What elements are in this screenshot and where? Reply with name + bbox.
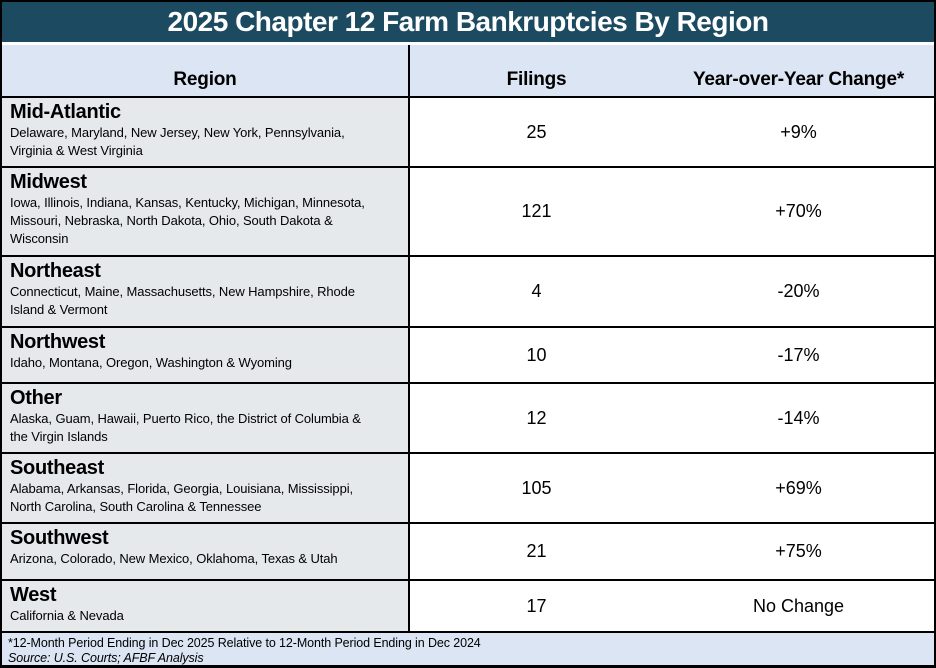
filings-value: 12 [526,407,547,428]
column-header-filings: Filings [506,69,567,90]
filings-value: 17 [526,595,547,616]
change-cell: No Change [663,581,934,631]
region-states: Alaska, Guam, Hawaii, Puerto Rico, the D… [10,411,361,444]
change-cell: -17% [663,328,934,382]
region-cell: Southwest Arizona, Colorado, New Mexico,… [2,524,410,579]
filings-value: 10 [526,344,547,365]
table-row: Mid-Atlantic Delaware, Maryland, New Jer… [2,98,934,168]
table-row: Other Alaska, Guam, Hawaii, Puerto Rico,… [2,384,934,454]
table-row: Midwest Iowa, Illinois, Indiana, Kansas,… [2,168,934,257]
change-value: +75% [775,541,822,561]
change-value: -14% [777,407,820,428]
change-cell: -20% [663,257,934,326]
change-cell: +75% [663,524,934,579]
region-cell: Northwest Idaho, Montana, Oregon, Washin… [2,328,410,382]
filings-value: 21 [526,541,547,561]
change-value: -20% [777,281,820,301]
table-row: Southeast Alabama, Arkansas, Florida, Ge… [2,454,934,524]
region-name: West [10,584,57,606]
region-states: Idaho, Montana, Oregon, Washington & Wyo… [10,355,292,370]
region-name: Northwest [10,331,106,353]
filings-cell: 12 [410,384,663,452]
region-name: Other [10,387,62,409]
region-cell: Northeast Connecticut, Maine, Massachuse… [2,257,410,326]
filings-value: 4 [531,281,542,301]
change-value: +9% [780,121,817,142]
data-table: Region Filings Year-over-Year Change* Mi… [2,45,934,633]
filings-cell: 25 [410,98,663,166]
filings-cell: 10 [410,328,663,382]
region-name: Southwest [10,527,109,549]
change-value: No Change [752,595,845,616]
region-cell: Southeast Alabama, Arkansas, Florida, Ge… [2,454,410,522]
filings-cell: 105 [410,454,663,522]
region-cell: West California & Nevada [2,581,410,631]
region-cell: Other Alaska, Guam, Hawaii, Puerto Rico,… [2,384,410,452]
filings-cell: 21 [410,524,663,579]
region-states: Iowa, Illinois, Indiana, Kansas, Kentuck… [10,195,365,246]
page-title: 2025 Chapter 12 Farm Bankruptcies By Reg… [167,6,769,37]
table-row: Southwest Arizona, Colorado, New Mexico,… [2,524,934,581]
filings-value: 25 [526,121,547,142]
region-states: Arizona, Colorado, New Mexico, Oklahoma,… [10,551,338,566]
footer: *12-Month Period Ending in Dec 2025 Rela… [2,633,934,665]
source-note: Source: U.S. Courts; AFBF Analysis [8,651,204,665]
region-name: Southeast [10,457,104,479]
table-row: West California & Nevada 17 No Change [2,581,934,633]
region-states: Connecticut, Maine, Massachusetts, New H… [10,284,355,317]
change-cell: +69% [663,454,934,522]
column-header-change: Year-over-Year Change* [692,69,905,90]
table-row: Northeast Connecticut, Maine, Massachuse… [2,257,934,328]
table-row: Northwest Idaho, Montana, Oregon, Washin… [2,328,934,384]
region-name: Mid-Atlantic [10,101,121,123]
change-cell: -14% [663,384,934,452]
region-name: Midwest [10,171,87,193]
filings-cell: 121 [410,168,663,255]
change-value: +69% [775,477,822,498]
filings-value: 121 [521,201,552,221]
change-value: +70% [775,201,822,221]
region-states: California & Nevada [10,608,124,623]
column-header-region: Region [2,45,410,96]
filings-cell: 17 [410,581,663,631]
filings-cell: 4 [410,257,663,326]
change-cell: +70% [663,168,934,255]
change-cell: +9% [663,98,934,166]
region-cell: Mid-Atlantic Delaware, Maryland, New Jer… [2,98,410,166]
title-bar: 2025 Chapter 12 Farm Bankruptcies By Reg… [2,2,934,42]
region-cell: Midwest Iowa, Illinois, Indiana, Kansas,… [2,168,410,255]
filings-value: 105 [521,477,552,498]
table-body: Mid-Atlantic Delaware, Maryland, New Jer… [2,98,934,633]
region-name: Northeast [10,260,101,282]
change-value: -17% [777,344,820,365]
region-states: Delaware, Maryland, New Jersey, New York… [10,125,345,158]
region-states: Alabama, Arkansas, Florida, Georgia, Lou… [10,481,353,514]
header-row: Region Filings Year-over-Year Change* [2,45,934,98]
footnote: *12-Month Period Ending in Dec 2025 Rela… [8,636,481,650]
